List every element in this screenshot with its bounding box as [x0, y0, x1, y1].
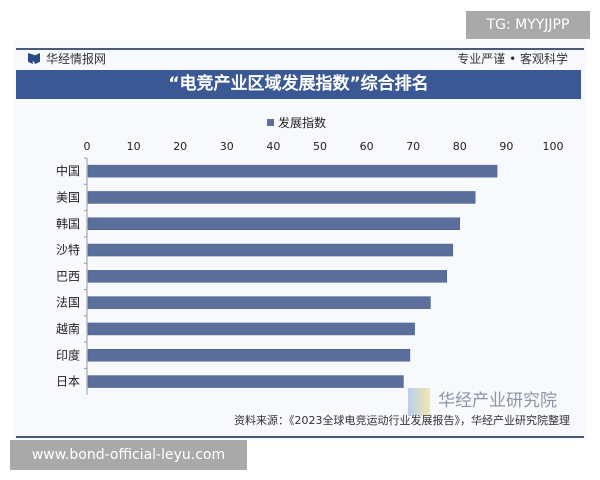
- x-tick-label: 80: [453, 140, 467, 153]
- bar-中国: [87, 164, 498, 178]
- x-tick-label: 0: [84, 140, 91, 153]
- x-tick-label: 90: [499, 140, 513, 153]
- bar-法国: [87, 296, 431, 309]
- y-category-label: 沙特: [56, 242, 80, 257]
- bar-巴西: [87, 270, 448, 283]
- slogan: 专业严谨 • 客观科学: [457, 52, 568, 66]
- y-category-label: 美国: [56, 190, 80, 204]
- chart-title: “电竞产业区域发展指数”综合排名: [16, 70, 581, 99]
- y-category-label: 日本: [56, 375, 80, 389]
- divider: [16, 436, 584, 438]
- x-tick-label: 30: [220, 140, 234, 153]
- x-tick-label: 100: [543, 140, 564, 153]
- bar-美国: [87, 191, 476, 204]
- x-tick-label: 40: [266, 140, 280, 153]
- x-tick-label: 50: [313, 140, 327, 153]
- chart-card: [14, 40, 586, 440]
- x-tick-label: 70: [406, 140, 420, 153]
- brand-logo-icon: [28, 53, 40, 64]
- watermark-top: TG: MYYJJPP: [466, 11, 590, 39]
- y-category-label: 印度: [56, 347, 80, 362]
- y-category-label: 韩国: [56, 216, 80, 231]
- bar-沙特: [87, 243, 454, 257]
- y-category-label: 巴西: [56, 269, 80, 283]
- bar-韩国: [87, 217, 461, 230]
- x-tick-label: 20: [173, 140, 187, 153]
- x-tick-label: 10: [127, 140, 141, 153]
- brand: 华经情报网: [28, 50, 106, 67]
- watermark-logo-icon: [408, 388, 430, 416]
- watermark-logo-text: 华经产业研究院: [438, 391, 557, 411]
- divider: [16, 48, 584, 50]
- bar-日本: [87, 375, 404, 388]
- y-category-label: 越南: [56, 321, 80, 336]
- watermark-url: www.bond-official-leyu.com: [10, 440, 247, 470]
- bar-印度: [87, 349, 411, 362]
- legend-label: 发展指数: [278, 115, 326, 130]
- legend-swatch: [267, 119, 274, 126]
- y-category-label: 中国: [56, 163, 80, 178]
- bar-越南: [87, 322, 415, 336]
- y-category-label: 法国: [56, 296, 80, 310]
- source-note: 资料来源：《2023全球电竞运动行业发展报告》，华经产业研究院整理: [234, 414, 570, 427]
- brand-name: 华经情报网: [46, 52, 107, 66]
- x-tick-label: 60: [360, 140, 374, 153]
